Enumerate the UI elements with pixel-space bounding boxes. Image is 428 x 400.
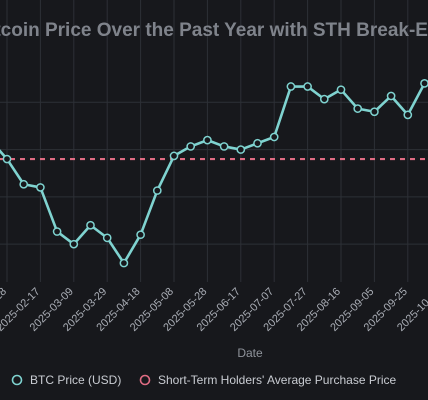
- btc-price-point[interactable]: [286, 82, 296, 91]
- grid-layer: [0, 0, 428, 282]
- btc-price-point[interactable]: [186, 142, 196, 151]
- btc-price-point[interactable]: [353, 104, 363, 113]
- btc-price-point[interactable]: [420, 79, 428, 88]
- btc-price-point[interactable]: [119, 258, 129, 268]
- btc-price-point[interactable]: [152, 186, 162, 195]
- btc-price-point[interactable]: [386, 91, 396, 101]
- legend-item-sth-price[interactable]: Short-Term Holders' Average Purchase Pri…: [139, 373, 397, 387]
- btc-price-point[interactable]: [253, 138, 262, 148]
- legend-label-btc-price: BTC Price (USD): [30, 373, 121, 387]
- btc-price-point[interactable]: [370, 107, 379, 117]
- btc-price-point[interactable]: [102, 233, 112, 243]
- btc-price-point[interactable]: [69, 239, 79, 249]
- btc-price-point[interactable]: [236, 145, 246, 154]
- btc-price-point[interactable]: [19, 179, 29, 189]
- btc-price-point[interactable]: [336, 85, 346, 95]
- x-axis-label: Date: [237, 346, 263, 360]
- btc-price-point[interactable]: [52, 227, 62, 236]
- legend: BTC Price (USD) Short-Term Holders' Aver…: [11, 373, 397, 387]
- x-tick-layer: 2025-01-282025-02-172025-03-092025-03-29…: [0, 286, 428, 334]
- btc-price-point[interactable]: [219, 142, 229, 151]
- legend-item-btc-price[interactable]: BTC Price (USD): [11, 373, 122, 387]
- legend-label-sth-price: Short-Term Holders' Average Purchase Pri…: [158, 373, 396, 387]
- btc-price-point[interactable]: [2, 154, 12, 164]
- btc-price-point[interactable]: [203, 135, 212, 145]
- btc-price-point[interactable]: [86, 220, 95, 230]
- btc-price-point[interactable]: [319, 94, 329, 104]
- btc-price-point[interactable]: [269, 132, 279, 142]
- btc-price-point[interactable]: [303, 82, 312, 91]
- chart-title: Bitcoin Price Over the Past Year with ST…: [0, 20, 428, 41]
- btc-price-point[interactable]: [136, 230, 145, 240]
- btc-price-point[interactable]: [403, 110, 413, 120]
- legend-marker-btc-price: [11, 374, 23, 386]
- price-line-layer: [0, 79, 428, 268]
- legend-marker-sth-price: [139, 374, 151, 386]
- btc-price-point[interactable]: [169, 151, 179, 161]
- btc-price-point[interactable]: [36, 183, 45, 192]
